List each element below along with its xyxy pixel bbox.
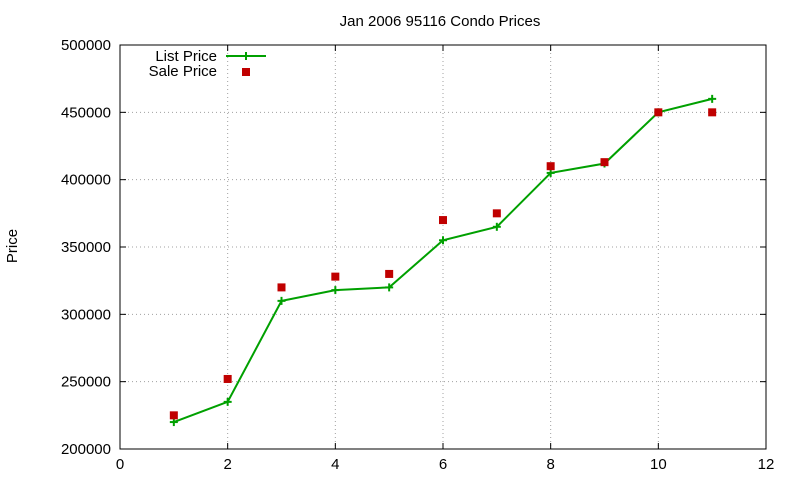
x-tick-label: 4: [331, 456, 339, 473]
data-point-sale-price: [439, 216, 447, 225]
y-tick-label: 250000: [61, 374, 111, 391]
data-point-sale-price: [492, 209, 501, 218]
data-point-list-price: [492, 222, 501, 231]
data-point-list-price: [277, 296, 286, 305]
y-tick-label: 200000: [61, 441, 111, 458]
y-tick-label: 450000: [61, 104, 111, 121]
y-axis-label: Price: [4, 229, 21, 263]
legend: List Price Sale Price: [149, 48, 266, 80]
data-point-sale-price: [708, 108, 717, 117]
data-point-list-price: [223, 397, 232, 406]
series-sale-price: [169, 108, 717, 420]
legend-marker-list-price: [242, 52, 250, 60]
series-list-price: [169, 94, 717, 427]
y-tick-label: 350000: [61, 239, 111, 256]
data-point-list-price: [708, 94, 717, 103]
x-axis-tick-labels: 0 2 4 6 8 10 12: [116, 456, 775, 473]
data-point-sale-price: [546, 162, 555, 171]
data-point-list-price: [385, 283, 394, 292]
legend-label-sale-price: Sale Price: [149, 63, 217, 80]
x-tick-label: 12: [758, 456, 775, 473]
plot-frame: [119, 44, 767, 450]
data-point-sale-price: [600, 158, 609, 167]
data-point-sale-price: [277, 283, 286, 292]
data-point-list-price: [169, 418, 178, 427]
x-tick-label: 6: [439, 456, 447, 473]
chart-title: Jan 2006 95116 Condo Prices: [340, 13, 541, 30]
data-point-list-price: [439, 236, 447, 245]
x-tick-label: 8: [546, 456, 554, 473]
y-axis-tick-labels: 200000 250000 300000 350000 400000 450000 5000…: [61, 37, 111, 458]
data-point-sale-price: [654, 108, 663, 117]
x-tick-label: 2: [223, 456, 231, 473]
x-tick-label: 10: [650, 456, 667, 473]
legend-label-list-price: List Price: [155, 48, 217, 65]
series-layer: [169, 94, 717, 427]
y-tick-label: 400000: [61, 172, 111, 189]
y-tick-label: 300000: [61, 306, 111, 323]
data-point-sale-price: [385, 269, 394, 278]
data-point-sale-price: [169, 411, 178, 420]
legend-marker-sale-price: [242, 68, 250, 76]
data-point-list-price: [331, 286, 340, 295]
data-point-sale-price: [331, 272, 340, 281]
x-tick-label: 0: [116, 456, 124, 473]
y-tick-label: 500000: [61, 37, 111, 54]
data-point-list-price: [546, 168, 555, 177]
data-point-sale-price: [223, 374, 232, 383]
grid-lines: [120, 45, 766, 449]
